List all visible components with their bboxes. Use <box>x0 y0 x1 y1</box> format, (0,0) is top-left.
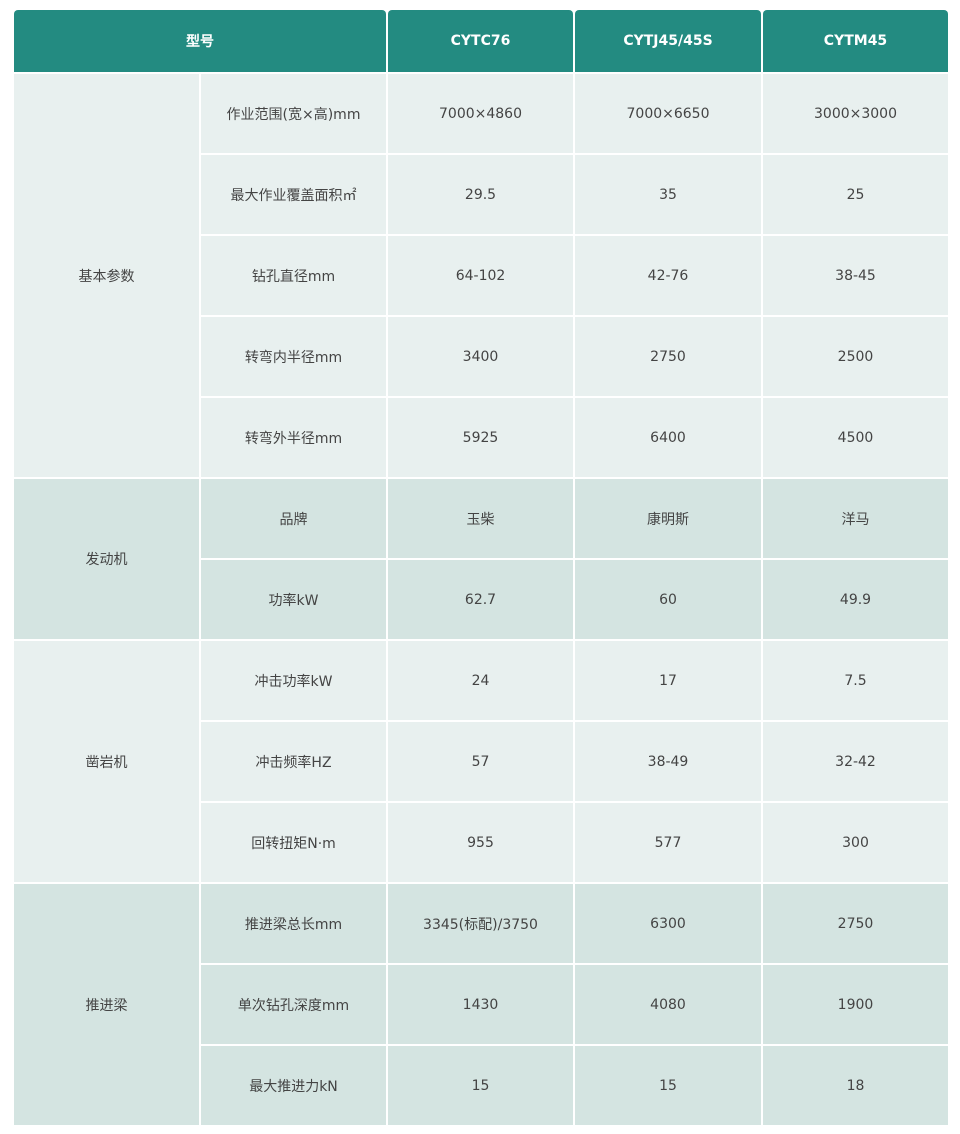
param-value: 955 <box>388 803 573 882</box>
param-value: 64-102 <box>388 236 573 315</box>
param-value: 25 <box>763 155 948 234</box>
param-value: 15 <box>575 1046 761 1125</box>
header-model: 型号 <box>14 10 386 72</box>
param-value: 3000×3000 <box>763 74 948 153</box>
param-value: 18 <box>763 1046 948 1125</box>
param-value: 42-76 <box>575 236 761 315</box>
param-label: 作业范围(宽×高)mm <box>201 74 386 153</box>
param-value: 7.5 <box>763 641 948 720</box>
param-value: 4080 <box>575 965 761 1044</box>
group-label: 凿岩机 <box>14 641 199 882</box>
param-value: 17 <box>575 641 761 720</box>
param-value: 洋马 <box>763 479 948 558</box>
group-label: 推进梁 <box>14 884 199 1125</box>
param-value: 康明斯 <box>575 479 761 558</box>
param-value: 1430 <box>388 965 573 1044</box>
param-value: 32-42 <box>763 722 948 801</box>
param-label: 推进梁总长mm <box>201 884 386 963</box>
header-model-name: CYTJ45/45S <box>575 10 761 72</box>
param-label: 品牌 <box>201 479 386 558</box>
param-value: 38-45 <box>763 236 948 315</box>
param-value: 57 <box>388 722 573 801</box>
param-label: 最大作业覆盖面积㎡ <box>201 155 386 234</box>
group-label: 基本参数 <box>14 74 199 477</box>
header-model-name: CYTM45 <box>763 10 948 72</box>
param-value: 29.5 <box>388 155 573 234</box>
spec-table: 型号 CYTC76 CYTJ45/45S CYTM45 基本参数 作业范围(宽×高)mm 7… <box>14 10 948 1125</box>
param-value: 35 <box>575 155 761 234</box>
param-value: 24 <box>388 641 573 720</box>
param-value: 38-49 <box>575 722 761 801</box>
param-label: 单次钻孔深度mm <box>201 965 386 1044</box>
param-label: 功率kW <box>201 560 386 639</box>
param-value: 15 <box>388 1046 573 1125</box>
param-value: 6300 <box>575 884 761 963</box>
group-label: 发动机 <box>14 479 199 639</box>
param-value: 7000×6650 <box>575 74 761 153</box>
header-model-name: CYTC76 <box>388 10 573 72</box>
param-value: 3400 <box>388 317 573 396</box>
param-value: 玉柴 <box>388 479 573 558</box>
param-label: 冲击频率HZ <box>201 722 386 801</box>
param-value: 49.9 <box>763 560 948 639</box>
param-value: 2750 <box>575 317 761 396</box>
param-value: 577 <box>575 803 761 882</box>
param-label: 最大推进力kN <box>201 1046 386 1125</box>
param-value: 300 <box>763 803 948 882</box>
param-label: 回转扭矩N·m <box>201 803 386 882</box>
param-value: 60 <box>575 560 761 639</box>
param-value: 2750 <box>763 884 948 963</box>
param-label: 转弯外半径mm <box>201 398 386 477</box>
param-value: 3345(标配)/3750 <box>388 884 573 963</box>
param-value: 2500 <box>763 317 948 396</box>
param-value: 5925 <box>388 398 573 477</box>
param-value: 7000×4860 <box>388 74 573 153</box>
param-value: 4500 <box>763 398 948 477</box>
param-value: 62.7 <box>388 560 573 639</box>
param-label: 钻孔直径mm <box>201 236 386 315</box>
param-value: 6400 <box>575 398 761 477</box>
param-label: 转弯内半径mm <box>201 317 386 396</box>
param-label: 冲击功率kW <box>201 641 386 720</box>
param-value: 1900 <box>763 965 948 1044</box>
